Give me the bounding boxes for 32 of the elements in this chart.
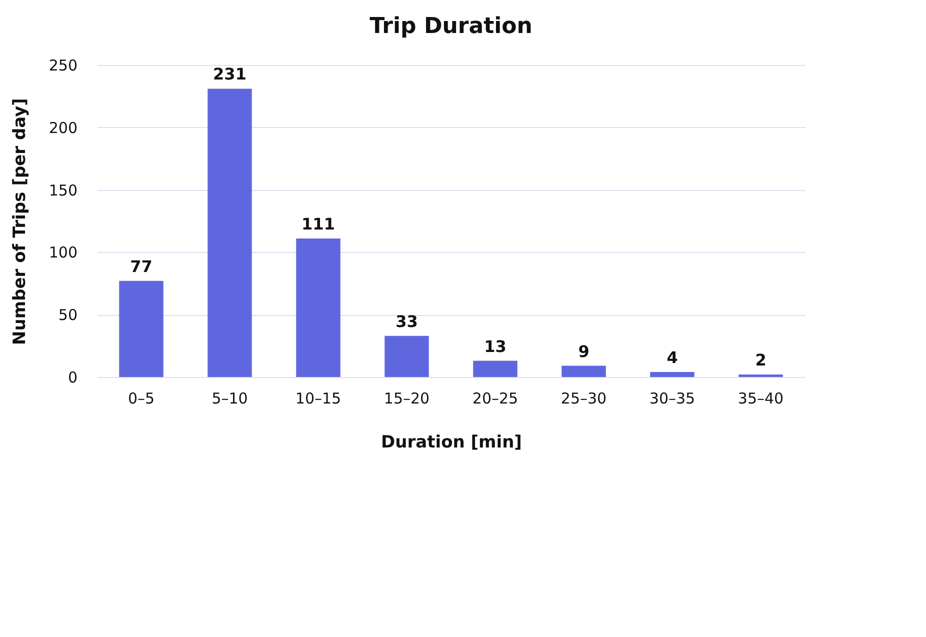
bar — [650, 372, 694, 377]
y-tick-label: 50 — [58, 306, 78, 324]
y-tick-label: 200 — [48, 118, 78, 137]
bar — [208, 88, 252, 377]
data-label: 77 — [130, 256, 152, 276]
bar — [296, 238, 340, 377]
bar — [119, 280, 164, 377]
data-label: 111 — [302, 214, 335, 234]
x-tick-label: 0–5 — [128, 390, 155, 408]
x-tick-label: 5–10 — [212, 390, 248, 408]
data-label: 13 — [484, 336, 506, 356]
bar — [384, 336, 429, 377]
y-tick-label: 150 — [48, 181, 78, 200]
data-label: 2 — [755, 350, 766, 370]
x-tick-label: 35–40 — [738, 390, 784, 408]
y-tick-label: 100 — [48, 244, 78, 262]
data-label: 4 — [666, 348, 678, 368]
x-tick-label: 20–25 — [472, 390, 518, 408]
data-label: 33 — [396, 312, 418, 331]
bar — [473, 360, 518, 377]
y-tick-label: 250 — [48, 56, 78, 74]
bar — [562, 366, 606, 377]
chart-title: Trip Duration — [370, 14, 532, 39]
x-axis-title: Duration [min] — [381, 432, 522, 452]
data-label: 9 — [578, 342, 590, 361]
x-tick-label: 25–30 — [560, 390, 607, 408]
y-axis-title: Number of Trips [per day] — [10, 98, 30, 345]
x-tick-label: 15–20 — [384, 390, 430, 408]
x-tick-label: 30–35 — [649, 390, 696, 408]
x-tick-label: 10–15 — [295, 390, 342, 408]
y-tick-label: 0 — [68, 368, 78, 386]
data-label: 231 — [213, 64, 246, 84]
